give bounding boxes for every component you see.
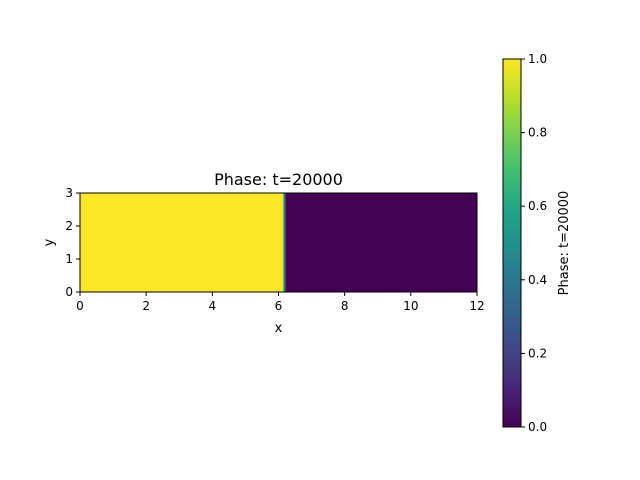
y-axis-ticks: 0 1 2 3 <box>65 186 80 299</box>
colorbar-tick-label: 0.4 <box>528 273 547 287</box>
y-tick: 3 <box>65 186 80 200</box>
y-tick-label: 0 <box>65 285 73 299</box>
colorbar-tick: 0.6 <box>521 199 547 213</box>
y-tick-label: 1 <box>65 252 73 266</box>
y-tick-label: 3 <box>65 186 73 200</box>
y-axis-label: y <box>42 238 57 246</box>
phase-field-right <box>285 193 477 292</box>
x-tick: 4 <box>209 292 217 313</box>
y-tick: 0 <box>65 285 80 299</box>
y-tick-label: 2 <box>65 219 73 233</box>
colorbar-gradient <box>503 59 521 427</box>
colorbar-frame <box>502 58 522 428</box>
colorbar-tick: 0.0 <box>521 420 547 434</box>
colorbar-tick-label: 0.8 <box>528 126 547 140</box>
x-tick: 0 <box>76 292 84 313</box>
x-tick-label: 4 <box>209 299 217 313</box>
x-tick-label: 10 <box>403 299 418 313</box>
colorbar: 0.0 0.2 0.4 0.6 0.8 1.0 Phase: t=20000 <box>502 52 572 434</box>
colorbar-tick: 1.0 <box>521 52 547 66</box>
x-tick: 10 <box>403 292 418 313</box>
y-tick: 2 <box>65 219 80 233</box>
phase-field-left <box>80 193 283 292</box>
x-tick-label: 12 <box>469 299 484 313</box>
colorbar-tick-label: 0.6 <box>528 199 547 213</box>
phase-field-interface <box>282 193 286 292</box>
x-axis-label: x <box>275 321 283 336</box>
colorbar-tick-label: 0.2 <box>528 346 547 360</box>
x-tick: 2 <box>142 292 150 313</box>
x-tick: 8 <box>341 292 349 313</box>
chart-title: Phase: t=20000 <box>214 170 343 189</box>
colorbar-tick-label: 1.0 <box>528 52 547 66</box>
x-tick-label: 6 <box>275 299 283 313</box>
colorbar-label: Phase: t=20000 <box>557 191 572 296</box>
x-tick: 6 <box>275 292 283 313</box>
colorbar-tick: 0.8 <box>521 126 547 140</box>
colorbar-tick-label: 0.0 <box>528 420 547 434</box>
x-tick: 12 <box>469 292 485 313</box>
y-tick: 1 <box>65 252 80 266</box>
colorbar-tick: 0.2 <box>521 346 547 360</box>
x-tick-label: 8 <box>341 299 349 313</box>
colorbar-tick: 0.4 <box>521 273 547 287</box>
x-tick-label: 2 <box>142 299 150 313</box>
colorbar-ticks: 0.0 0.2 0.4 0.6 0.8 1.0 <box>521 52 547 434</box>
x-tick-label: 0 <box>76 299 84 313</box>
x-axis-ticks: 0 2 4 6 8 10 12 <box>76 292 485 313</box>
